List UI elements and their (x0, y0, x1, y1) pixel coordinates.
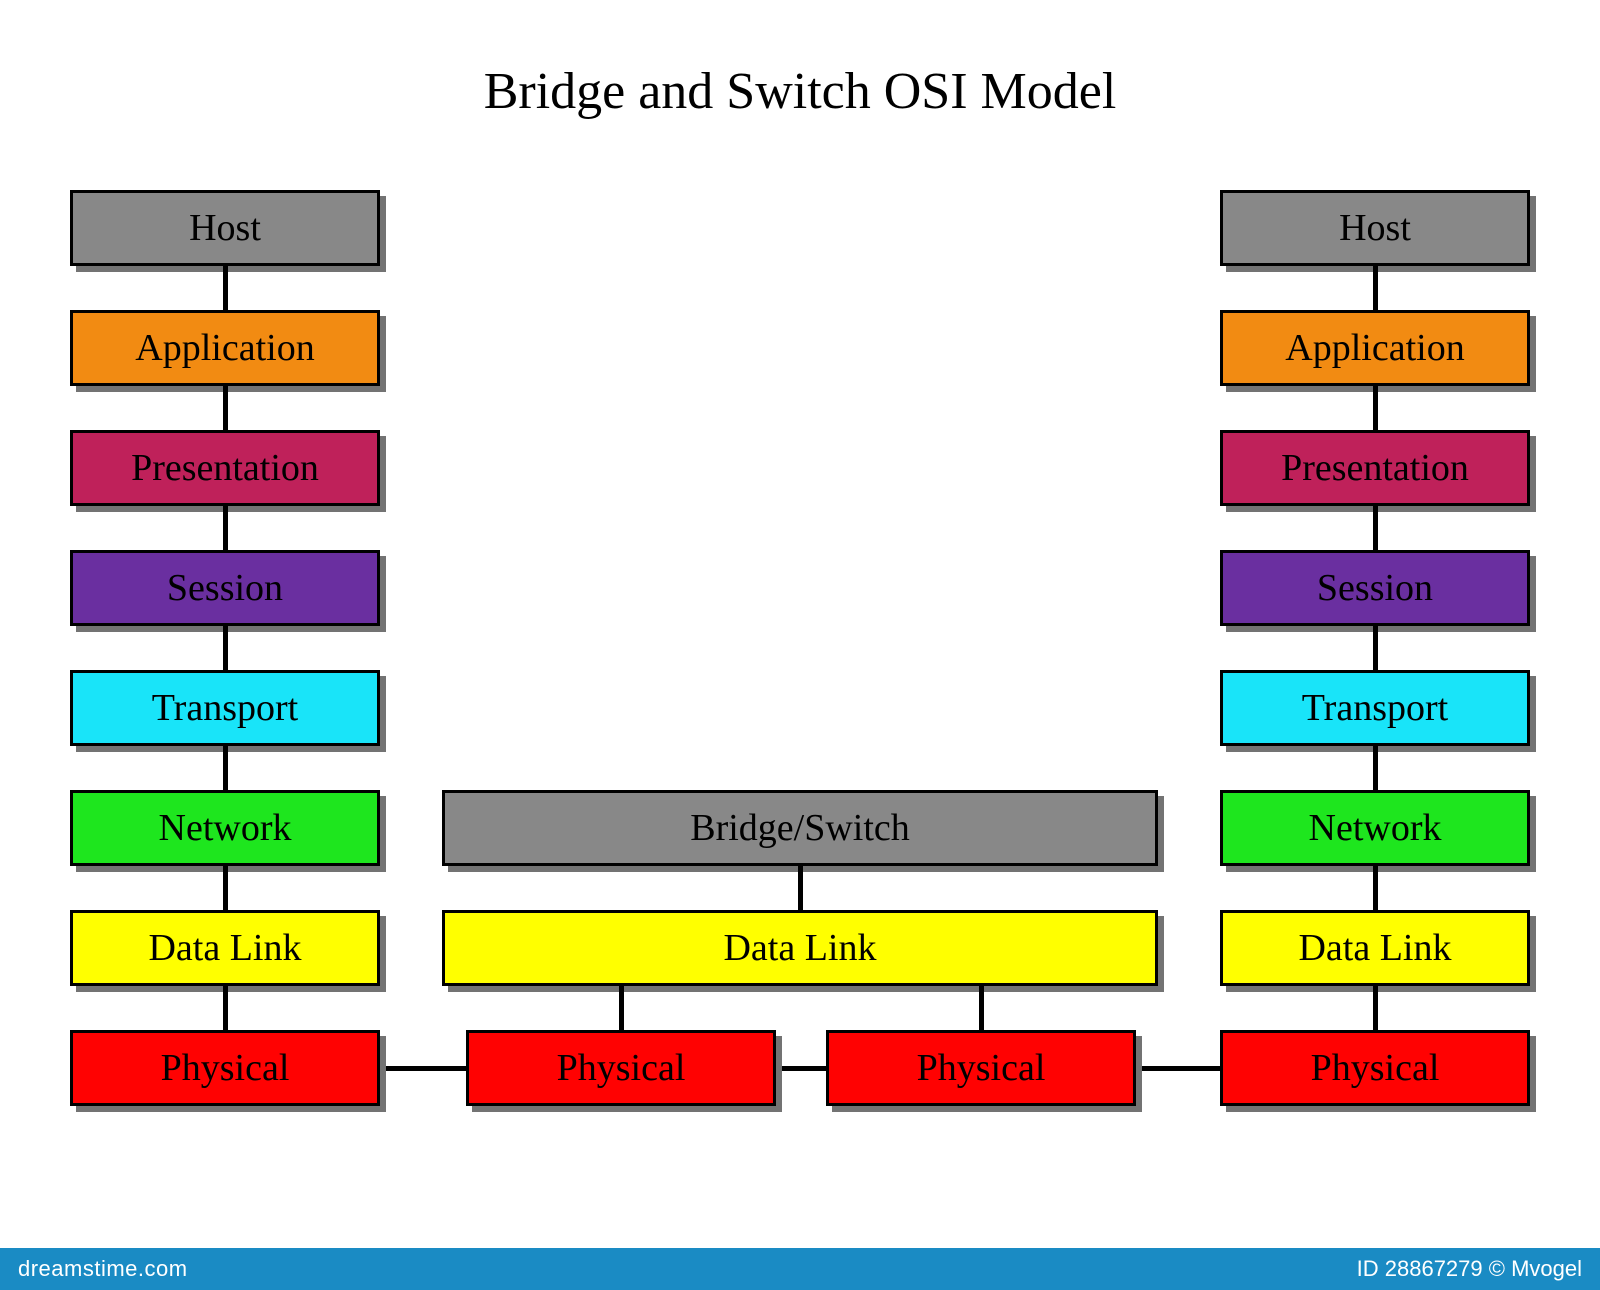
left-application-label: Application (135, 326, 314, 370)
left-conn-1 (223, 386, 228, 430)
right-datalink-box: Data Link (1220, 910, 1530, 986)
right-host-box: Host (1220, 190, 1530, 266)
left-conn-4 (223, 746, 228, 790)
right-conn-4 (1373, 746, 1378, 790)
center-physical-b-box: Physical (826, 1030, 1136, 1106)
diagram-title: Bridge and Switch OSI Model (0, 62, 1600, 121)
left-datalink-box: Data Link (70, 910, 380, 986)
right-transport-label: Transport (1302, 686, 1448, 730)
right-application-label: Application (1285, 326, 1464, 370)
right-presentation-label: Presentation (1281, 446, 1469, 490)
center-physical-a-box: Physical (466, 1030, 776, 1106)
center-conn-dl-phys-0 (619, 986, 624, 1030)
center-conn-bridge-dl (798, 866, 803, 910)
footer-bar: dreamstime.com ID 28867279 © Mvogel (0, 1248, 1600, 1290)
hconn-center-right (1142, 1066, 1220, 1071)
right-session-label: Session (1317, 566, 1433, 610)
center-physical-a-label: Physical (557, 1046, 686, 1090)
left-network-box: Network (70, 790, 380, 866)
right-conn-1 (1373, 386, 1378, 430)
left-application-box: Application (70, 310, 380, 386)
left-host-box: Host (70, 190, 380, 266)
center-bridge-label: Bridge/Switch (690, 806, 910, 850)
left-host-label: Host (189, 206, 261, 250)
right-conn-2 (1373, 506, 1378, 550)
left-session-box: Session (70, 550, 380, 626)
right-application-box: Application (1220, 310, 1530, 386)
hconn-center-a-b (782, 1066, 826, 1071)
left-conn-5 (223, 866, 228, 910)
left-datalink-label: Data Link (148, 926, 301, 970)
left-session-label: Session (167, 566, 283, 610)
left-transport-label: Transport (152, 686, 298, 730)
center-bridge-box: Bridge/Switch (442, 790, 1158, 866)
left-conn-6 (223, 986, 228, 1030)
center-datalink-box: Data Link (442, 910, 1158, 986)
footer-left-text: dreamstime.com (18, 1256, 188, 1282)
right-conn-6 (1373, 986, 1378, 1030)
left-conn-0 (223, 266, 228, 310)
left-transport-box: Transport (70, 670, 380, 746)
right-physical-label: Physical (1311, 1046, 1440, 1090)
hconn-left-center (386, 1066, 466, 1071)
right-host-label: Host (1339, 206, 1411, 250)
right-conn-3 (1373, 626, 1378, 670)
left-presentation-box: Presentation (70, 430, 380, 506)
left-presentation-label: Presentation (131, 446, 319, 490)
center-datalink-label: Data Link (723, 926, 876, 970)
left-physical-label: Physical (161, 1046, 290, 1090)
right-conn-0 (1373, 266, 1378, 310)
right-network-box: Network (1220, 790, 1530, 866)
right-datalink-label: Data Link (1298, 926, 1451, 970)
left-physical-box: Physical (70, 1030, 380, 1106)
diagram-canvas: Bridge and Switch OSI Model Host Applica… (0, 0, 1600, 1290)
right-transport-box: Transport (1220, 670, 1530, 746)
footer-right-text: ID 28867279 © Mvogel (1357, 1256, 1582, 1282)
center-conn-dl-phys-1 (979, 986, 984, 1030)
left-conn-2 (223, 506, 228, 550)
left-conn-3 (223, 626, 228, 670)
right-conn-5 (1373, 866, 1378, 910)
center-physical-b-label: Physical (917, 1046, 1046, 1090)
right-session-box: Session (1220, 550, 1530, 626)
right-presentation-box: Presentation (1220, 430, 1530, 506)
right-network-label: Network (1309, 806, 1442, 850)
right-physical-box: Physical (1220, 1030, 1530, 1106)
left-network-label: Network (159, 806, 292, 850)
